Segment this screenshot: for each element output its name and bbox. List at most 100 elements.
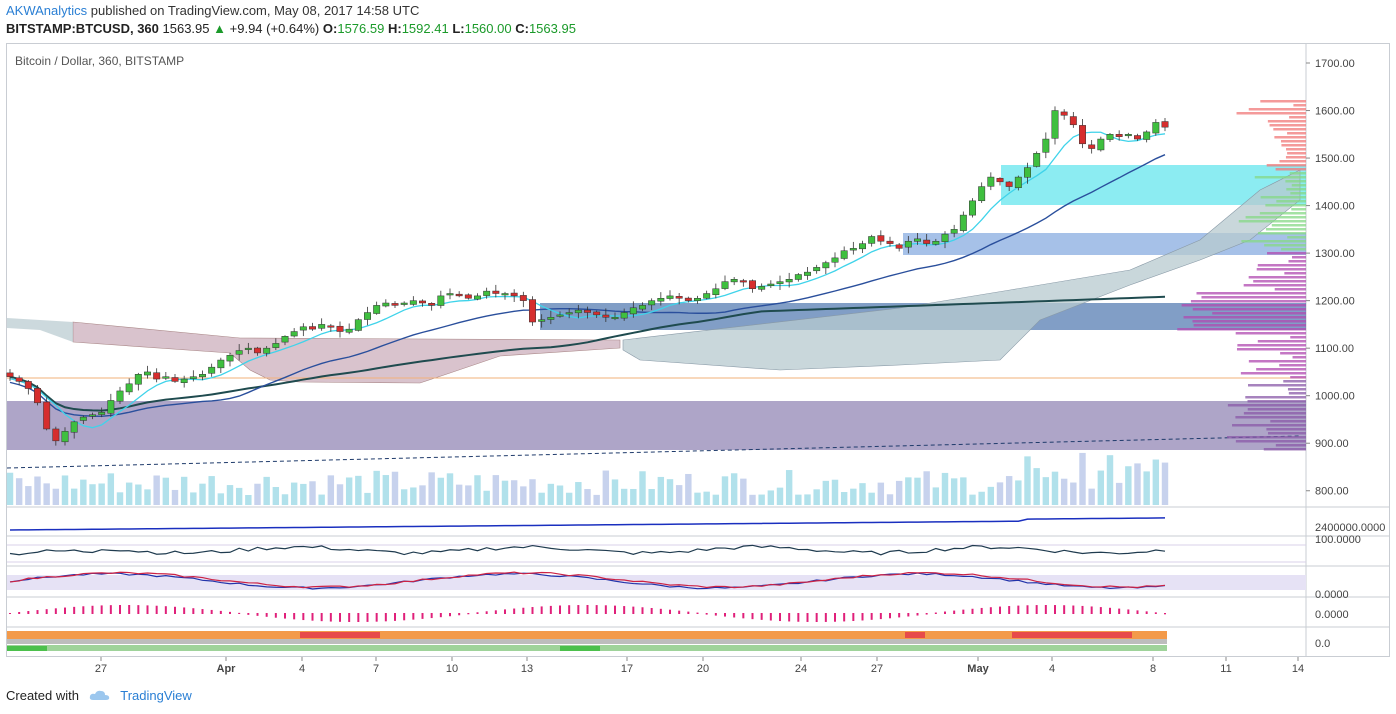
candle-body <box>996 177 1004 183</box>
histogram-bar <box>623 606 626 614</box>
histogram-bar <box>339 613 341 622</box>
candle-body <box>950 229 958 234</box>
candle-body <box>345 328 353 333</box>
volume-bar <box>520 486 527 505</box>
volume-bar <box>180 476 188 505</box>
candle-body <box>180 378 188 383</box>
candle-body <box>1079 125 1086 145</box>
histogram-bar <box>788 613 791 622</box>
candle-body <box>24 381 32 389</box>
candle-body <box>749 280 756 290</box>
histogram-bar <box>311 613 314 621</box>
volume-bar <box>226 485 234 505</box>
candle-body <box>373 305 381 314</box>
volume-bar <box>492 475 500 505</box>
high-label: H: <box>387 21 402 36</box>
open-label: O: <box>322 21 338 36</box>
volume-bar <box>1097 470 1105 505</box>
candle-body <box>1152 122 1160 134</box>
author-link[interactable]: AKWAnalytics <box>6 3 88 18</box>
volume-profile-bar <box>1260 196 1306 199</box>
tradingview-cloud-icon <box>89 690 109 700</box>
volume-profile-bar <box>1235 440 1306 443</box>
volume-profile-bar <box>1275 444 1306 447</box>
chart-frame[interactable] <box>6 43 1390 657</box>
histogram-bar <box>320 613 323 622</box>
symbol-label[interactable]: BITSTAMP:BTCUSD, 360 <box>6 21 159 36</box>
indicator-tick-label: 2400000.0000 <box>1315 522 1385 534</box>
histogram-bar <box>604 605 607 614</box>
candle-body <box>79 416 87 421</box>
histogram-bar <box>128 605 131 614</box>
volume-bar <box>666 479 674 505</box>
volume-profile-bar <box>1253 280 1306 283</box>
price-tick-label: 1000.00 <box>1315 391 1355 403</box>
volume-bar <box>235 487 243 505</box>
histogram-bar <box>201 609 204 614</box>
histogram-bar <box>522 607 525 614</box>
time-axis: 27 Apr 4 7 10 13 17 20 24 27 May 4 8 11 14 <box>95 657 1304 675</box>
volume-bar <box>327 475 335 505</box>
candle-body <box>969 200 976 216</box>
volume-bar <box>281 494 289 505</box>
volume-bar <box>675 485 683 505</box>
histogram-bar <box>1099 607 1102 614</box>
candle-body <box>584 309 591 313</box>
time-tick-label: 10 <box>446 663 458 675</box>
histogram-bar <box>934 612 937 614</box>
histogram-bar <box>577 605 580 614</box>
volume-profile-bar <box>1256 368 1306 371</box>
candle-body <box>89 414 96 417</box>
histogram-bar <box>586 605 589 614</box>
close-value: 1563.95 <box>528 21 576 36</box>
volume-profile-bar <box>1192 308 1306 311</box>
candle-body <box>1042 138 1050 153</box>
candle-body <box>1060 111 1068 116</box>
candle-body <box>831 257 839 263</box>
tradingview-link[interactable]: TradingView <box>120 688 192 703</box>
candle-body <box>1033 153 1041 167</box>
volume-bar <box>355 475 362 505</box>
volume-profile-bar <box>1273 128 1306 131</box>
candle-body <box>510 292 518 297</box>
candle-body <box>767 283 775 286</box>
price-tick-label: 1400.00 <box>1315 201 1355 213</box>
indicator-tick-label: 0.0000 <box>1315 609 1349 621</box>
histogram-bar <box>155 605 158 614</box>
volume-profile-bar <box>1281 144 1306 147</box>
candle-body <box>61 431 69 443</box>
volume-profile-bar <box>1247 408 1306 411</box>
histogram-bar <box>953 610 956 614</box>
candle-body <box>1124 134 1132 137</box>
candle-body <box>712 288 720 296</box>
volume-profile-bar <box>1287 236 1306 239</box>
histogram-bar <box>1035 605 1038 614</box>
histogram-bar <box>238 612 241 614</box>
volume-profile-bar <box>1248 276 1306 279</box>
volume-profile-bar <box>1212 312 1306 315</box>
volume-bar <box>758 494 765 505</box>
histogram-bar <box>879 613 882 620</box>
candle-body <box>208 366 216 374</box>
volume-bar <box>529 479 536 505</box>
candle-body <box>290 331 298 337</box>
histogram-bar <box>100 605 103 614</box>
volume-bar <box>446 473 454 505</box>
volume-profile-bar <box>1240 372 1306 375</box>
volume-profile-bar <box>1258 232 1306 235</box>
volume-bar <box>804 494 811 505</box>
candle-body <box>785 279 793 283</box>
volume-bar <box>61 475 69 505</box>
volume-profile-bar <box>1236 348 1306 351</box>
candle-body <box>52 428 60 442</box>
volume-bar <box>400 489 408 505</box>
support-zone <box>7 401 1306 450</box>
volume-profile-bar <box>1235 416 1306 419</box>
volume-profile-bar <box>1248 360 1306 363</box>
histogram-bar <box>412 613 415 620</box>
volume-bar <box>575 482 582 505</box>
histogram-bar <box>18 612 21 614</box>
volume-profile-bar <box>1293 104 1306 107</box>
histogram-bar <box>284 613 286 619</box>
